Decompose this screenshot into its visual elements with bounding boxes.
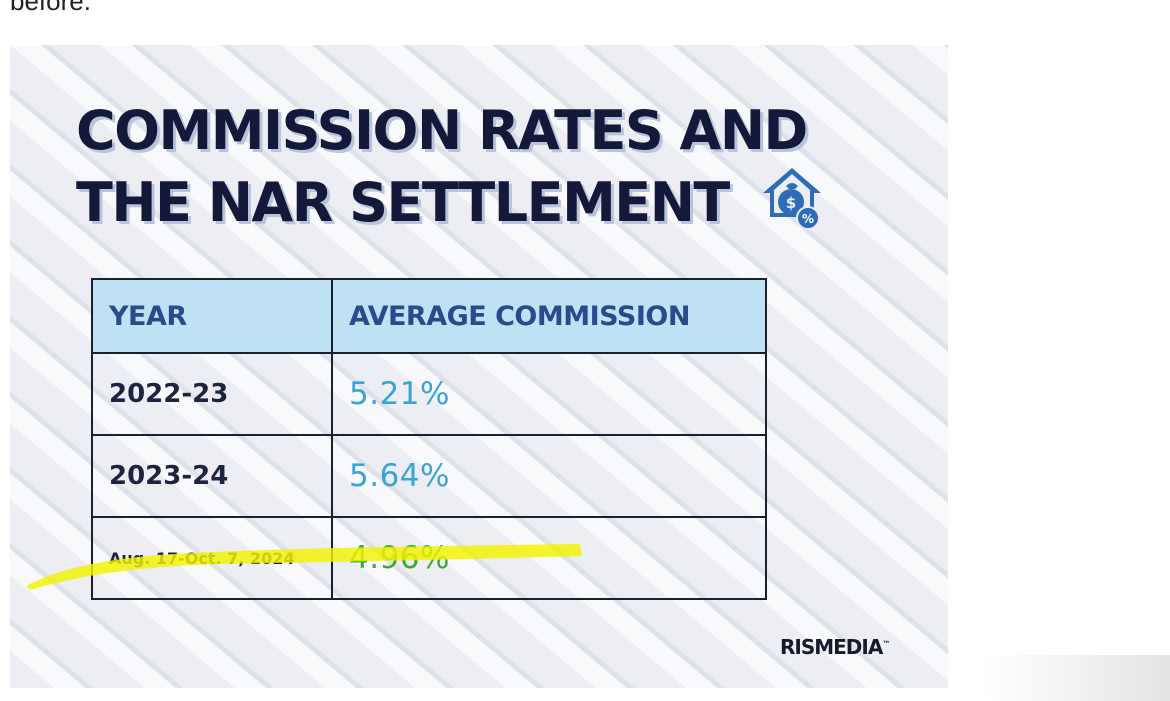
brand-name: RISMEDIA (780, 635, 883, 659)
svg-text:$: $ (786, 194, 796, 212)
house-money-percent-icon: $ % (763, 168, 821, 230)
infographic-title: COMMISSION RATES AND THE NAR SETTLEMENT (76, 95, 808, 239)
cut-off-text: before. (10, 0, 91, 16)
rate-cell: 5.21% (331, 352, 767, 436)
title-line-1: COMMISSION RATES AND (76, 99, 808, 162)
commission-table: YEAR AVERAGE COMMISSION 2022-23 5.21% 20… (91, 278, 767, 600)
title-line-2: THE NAR SETTLEMENT (76, 171, 730, 234)
header-average-commission: AVERAGE COMMISSION (331, 278, 767, 354)
table-row: 2022-23 5.21% (91, 352, 767, 436)
year-cell: 2023-24 (91, 434, 333, 518)
rate-cell: 5.64% (331, 434, 767, 518)
svg-text:%: % (802, 212, 814, 226)
year-cell: 2022-23 (91, 352, 333, 436)
side-shadow (985, 655, 1170, 701)
table-header-row: YEAR AVERAGE COMMISSION (91, 278, 767, 354)
header-year: YEAR (91, 278, 333, 354)
table-row: 2023-24 5.64% (91, 434, 767, 518)
brand-logo: RISMEDIA™ (780, 635, 890, 659)
trademark-mark: ™ (882, 639, 890, 649)
infographic-card: COMMISSION RATES AND THE NAR SETTLEMENT … (10, 45, 948, 688)
table-row: Aug. 17-Oct. 7, 2024 4.96% (91, 516, 767, 600)
year-cell: Aug. 17-Oct. 7, 2024 (91, 516, 333, 600)
rate-cell: 4.96% (331, 516, 767, 600)
